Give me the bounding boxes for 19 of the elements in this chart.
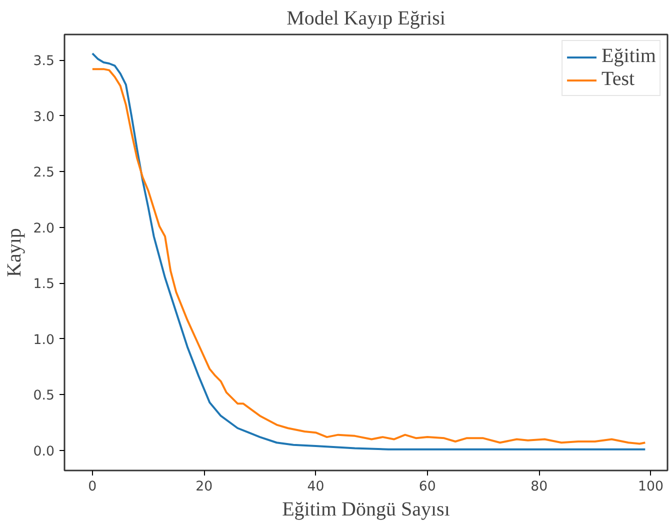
x-tick-label: 40 — [307, 480, 324, 494]
y-tick-label: 1.5 — [33, 277, 55, 292]
legend-label: Eğitim — [602, 45, 656, 68]
x-axis-title: Eğitim Döngü Sayısı — [282, 498, 450, 520]
y-tick-label: 0.0 — [33, 444, 55, 460]
y-tick-label: 3.0 — [33, 110, 55, 125]
y-tick-label: 2.5 — [33, 166, 55, 181]
legend-label: Test — [602, 68, 635, 91]
y-axis-title: Kayıp — [3, 228, 26, 277]
x-tick-label: 0 — [88, 480, 97, 494]
y-tick-label: 2.0 — [33, 221, 55, 236]
y-tick-label: 1.0 — [33, 332, 55, 348]
x-tick-label: 80 — [530, 480, 548, 494]
x-tick-label: 60 — [418, 480, 436, 494]
chart-title: Model Kayıp Eğrisi — [286, 8, 446, 30]
x-tick-label: 100 — [638, 480, 664, 494]
y-tick-label: 0.5 — [33, 388, 55, 404]
x-tick-label: 20 — [196, 480, 213, 494]
y-tick-label: 3.5 — [33, 54, 55, 70]
